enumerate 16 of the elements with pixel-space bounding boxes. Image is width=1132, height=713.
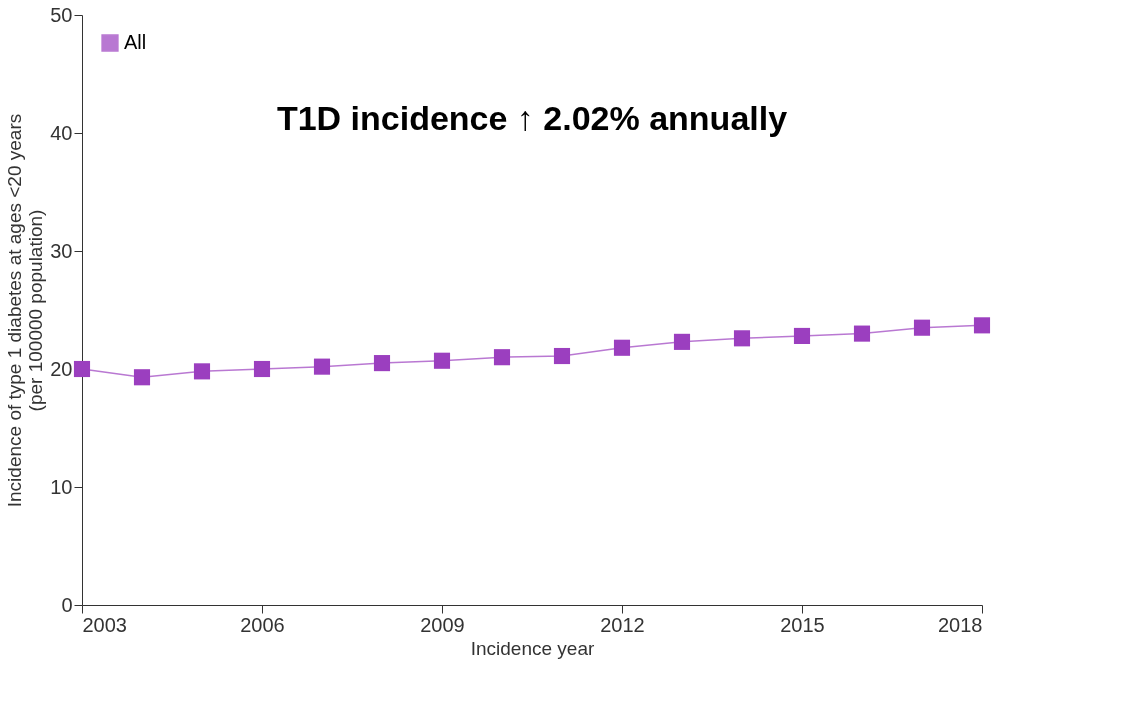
y-axis-title: Incidence of type 1 diabetes at ages <20 years (per 100000 population) bbox=[4, 113, 47, 508]
legend-label: All bbox=[124, 31, 147, 53]
annotation: T1D incidence ↑ 2.02% annually bbox=[276, 99, 788, 137]
y-tick-label: 10 bbox=[50, 475, 73, 498]
x-tick-label: 2006 bbox=[240, 613, 285, 636]
y-tick-label: 20 bbox=[50, 357, 73, 380]
y-tick-label: 0 bbox=[61, 593, 73, 616]
y-tick-label: 30 bbox=[50, 239, 73, 262]
x-tick-label: 2018 bbox=[938, 613, 983, 636]
y-tick-label: 40 bbox=[50, 121, 73, 144]
y-tick-label: 50 bbox=[50, 3, 73, 26]
x-tick-label: 2003 bbox=[82, 613, 127, 636]
x-tick-label: 2009 bbox=[420, 613, 465, 636]
x-tick-label: 2015 bbox=[780, 613, 825, 636]
x-tick-label: 2012 bbox=[600, 613, 645, 636]
x-axis-title: Incidence year bbox=[470, 637, 595, 659]
